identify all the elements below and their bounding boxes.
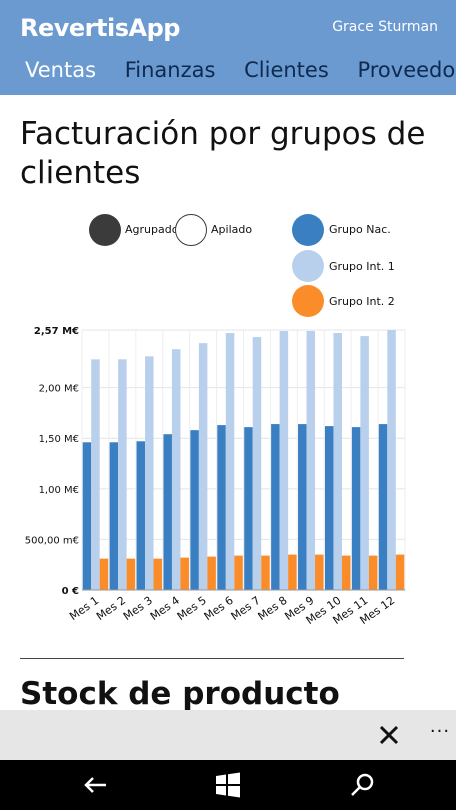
bar-grupo-nac [298,424,307,590]
billing-bar-chart: 0 € 500,00 m€ 1,00 M€ 1,50 M€ 2,00 M€ 2,57 M€… [25,326,406,627]
bar-grupo-nac [136,441,146,590]
legend-grupo-int2-dot [292,285,324,317]
bar-grupo-int1 [118,359,127,590]
more-button[interactable]: ··· [429,721,451,742]
y-tick-label: 1,50 M€ [39,434,79,445]
bar-grupo-nac [244,427,253,590]
stock-section-title: Stock de producto [20,676,340,710]
bar-grupo-int1 [252,337,262,590]
bar-grupo-int2 [234,555,243,590]
bar-grupo-int2 [288,554,297,590]
x-tick-label: Mes 7 [229,594,263,623]
windows-start-icon [216,772,240,798]
bar-grupo-int1 [306,331,316,590]
bar-grupo-int1 [279,331,289,590]
bar-grupo-int1 [333,333,342,590]
x-tick-label: Mes 5 [175,594,209,623]
bar-grupo-int2 [99,558,109,590]
mode-agrupado-dot [89,214,121,246]
bar-grupo-int2 [395,554,405,590]
bar-grupo-int1 [171,349,181,590]
bar-grupo-nac [163,434,172,590]
search-button[interactable] [346,769,378,801]
bar-grupo-nac [190,430,199,590]
bar-grupo-int1 [198,343,208,590]
x-tick-label: Mes 1 [67,594,101,623]
y-tick-label: 0 € [62,586,79,597]
bar-grupo-int2 [261,555,270,590]
bar-grupo-int2 [207,556,216,590]
tab-ventas[interactable]: Ventas [25,58,97,82]
main-content: Facturación por grupos de clientes Agrup… [0,95,456,710]
x-tick-label: Mes 2 [94,594,128,623]
mode-apilado-label: Apilado [211,223,253,236]
start-button[interactable] [212,769,244,801]
close-icon [379,725,399,745]
bar-grupo-int2 [153,558,163,590]
x-tick-label: Mes 4 [148,594,182,623]
bar-grupo-int1 [387,330,396,590]
y-tick-label: 1,00 M€ [39,485,79,496]
close-button[interactable] [372,718,406,752]
bar-grupo-nac [82,442,92,590]
section-title: Facturación por grupos de clientes [20,116,426,191]
bar-grupo-int2 [341,555,351,590]
bar-grupo-int2 [368,555,378,590]
legend-grupo-int2-label: Grupo Int. 2 [329,295,395,308]
y-tick-label: 2,57 M€ [34,326,79,337]
bar-grupo-nac [324,426,334,590]
legend-grupo-nac-label: Grupo Nac. [329,223,391,236]
x-tick-label: Mes 6 [202,594,236,623]
y-tick-label: 500,00 m€ [25,535,79,546]
bar-grupo-int2 [180,557,189,590]
bar-grupo-int2 [315,554,324,590]
system-nav-bar [0,760,456,810]
legend-grupo-int1-label: Grupo Int. 1 [329,260,395,273]
tab-finanzas[interactable]: Finanzas [124,58,216,82]
app-bar: ··· [0,710,456,760]
bar-grupo-int1 [225,333,235,590]
user-name[interactable]: Grace Sturman [332,19,438,35]
y-tick-label: 2,00 M€ [39,384,79,395]
mode-agrupado-label: Agrupado [125,223,179,236]
legend-grupo-int1-dot [292,250,324,282]
tab-proveedores[interactable]: Proveedores [357,58,456,82]
bar-grupo-int1 [145,356,154,590]
bar-grupo-nac [217,425,226,590]
search-icon [351,773,374,796]
x-tick-label: Mes 8 [256,594,290,623]
x-tick-label: Mes 3 [121,594,155,623]
bar-grupo-int1 [91,359,100,590]
bar-grupo-nac [271,424,280,590]
legend-grupo-nac-dot [292,214,324,246]
app-header: RevertisApp Grace Sturman Ventas Finanza… [0,0,456,95]
bar-grupo-nac [109,442,119,590]
app-title: RevertisApp [20,14,180,42]
back-icon [84,777,106,793]
mode-apilado-dot [175,214,207,246]
bar-grupo-int2 [126,558,136,590]
bar-grupo-nac [378,424,388,590]
back-button[interactable] [80,769,112,801]
section-divider [20,658,404,659]
bar-grupo-int1 [360,336,369,590]
pivot-tabs: Ventas Finanzas Clientes Proveedores [25,58,456,82]
bar-grupo-nac [351,427,361,590]
tab-clientes[interactable]: Clientes [244,58,329,82]
